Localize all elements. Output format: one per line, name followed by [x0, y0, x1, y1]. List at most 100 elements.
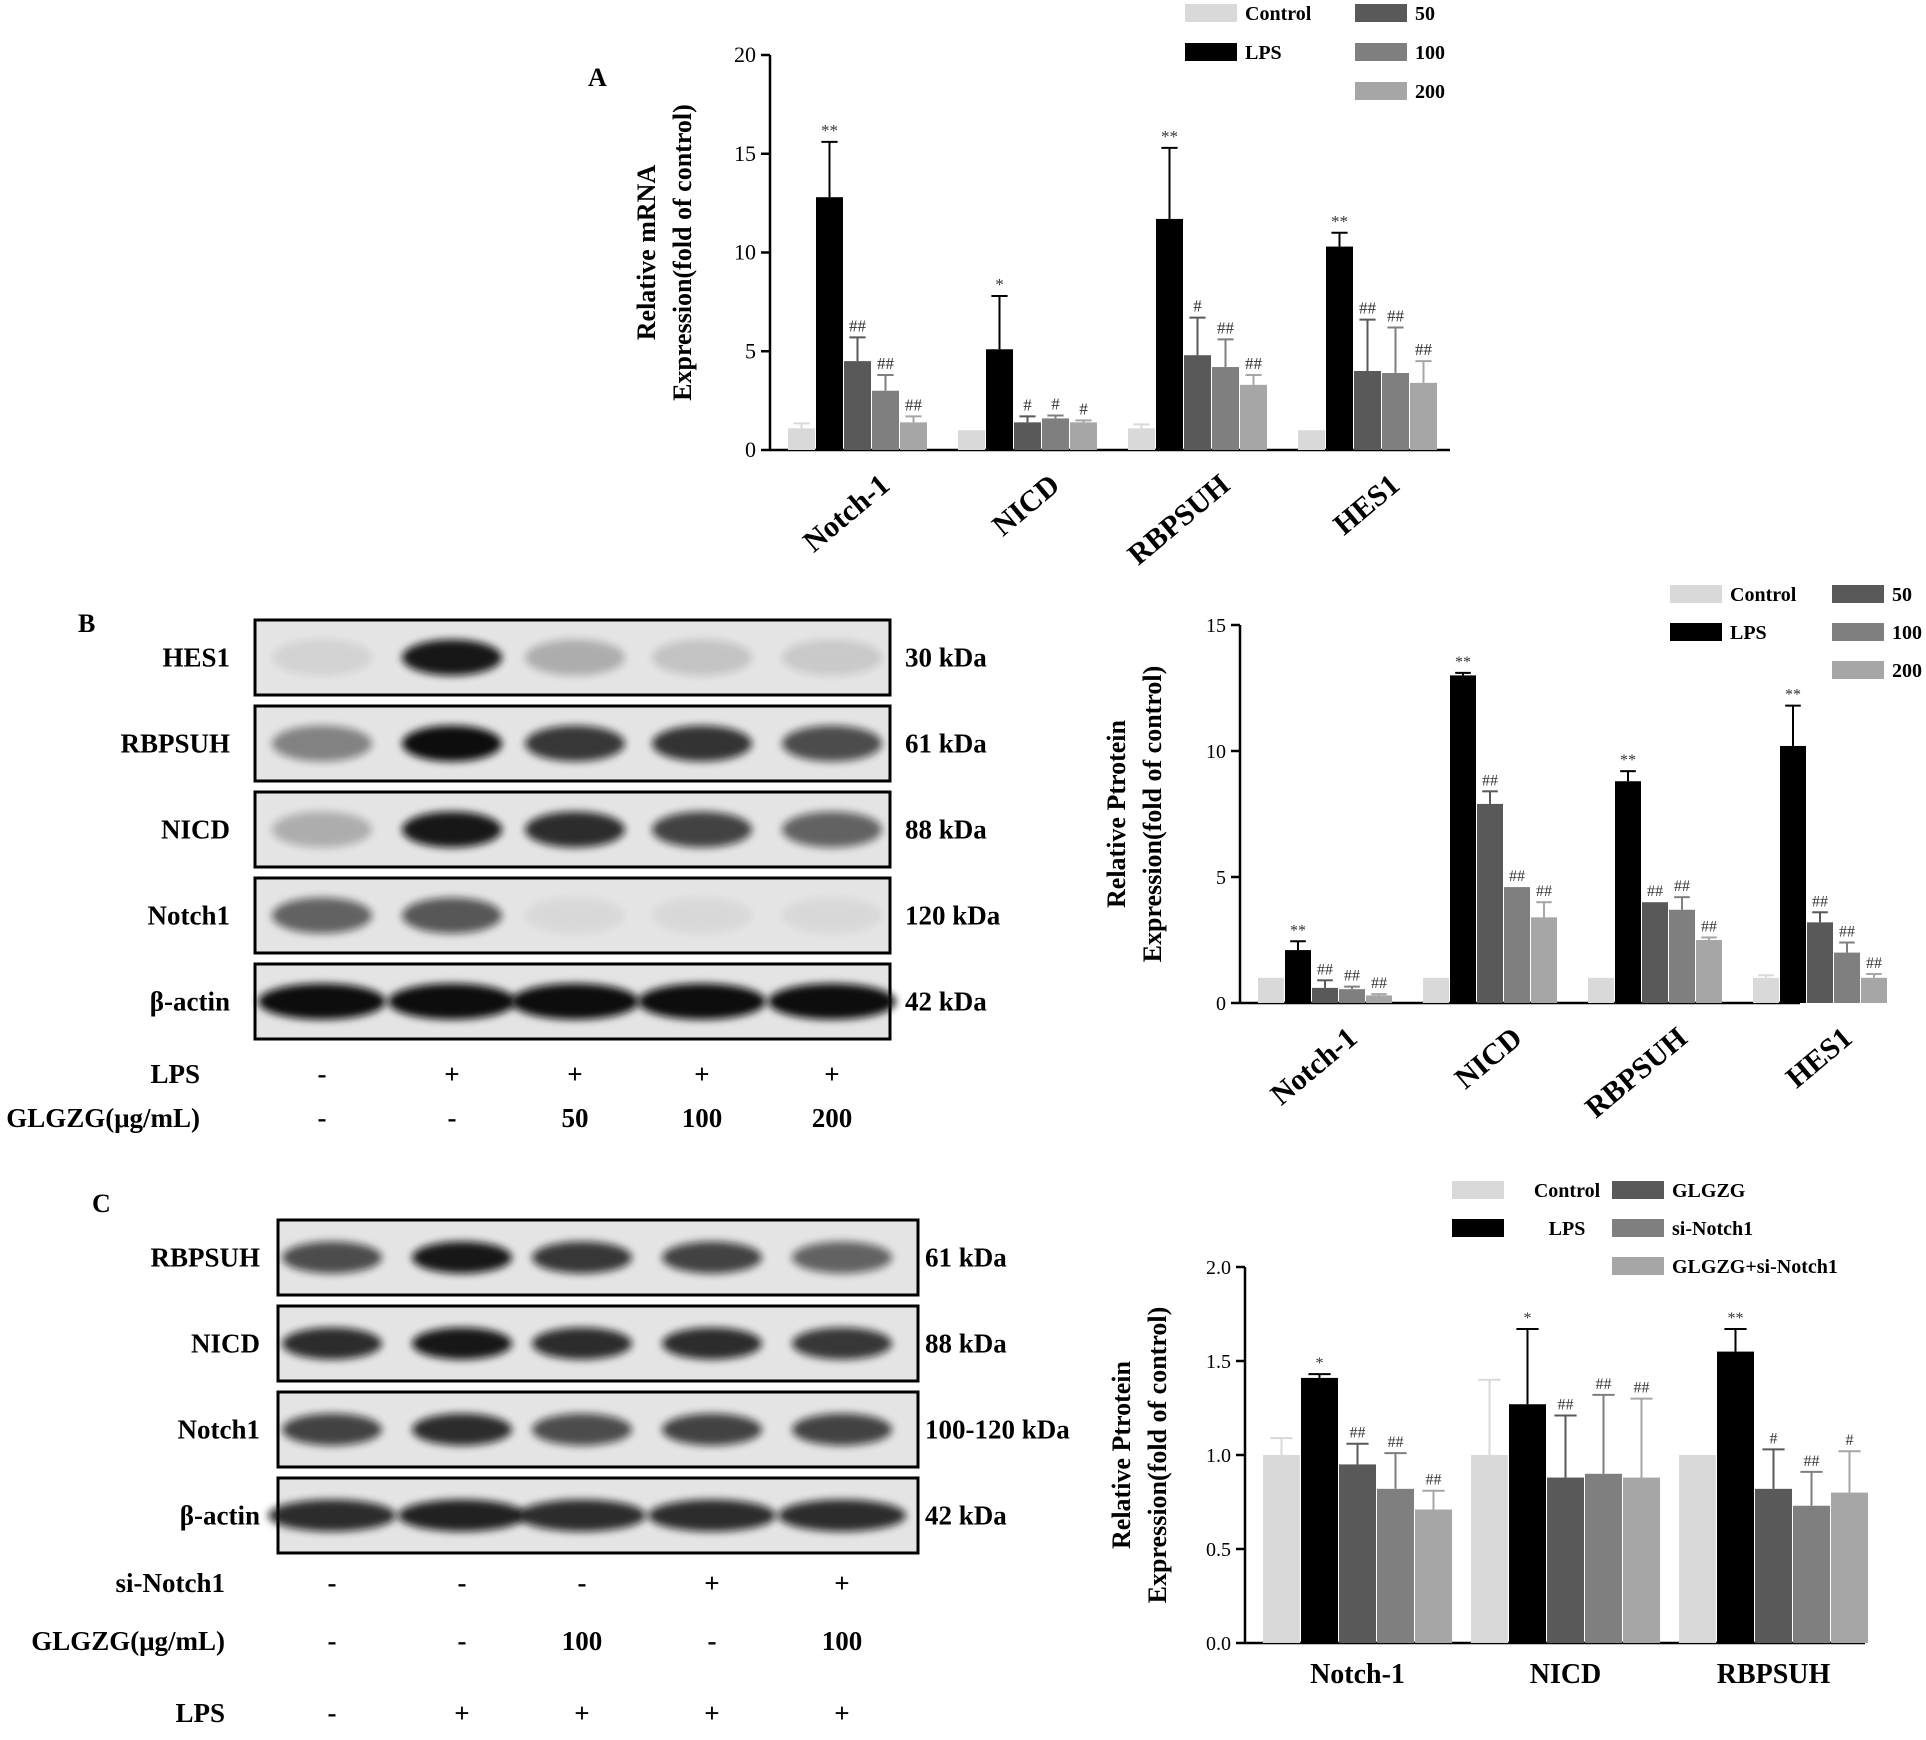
treatment-label: LPS [150, 1059, 200, 1089]
significance-mark: ## [1558, 1397, 1574, 1414]
category-label: NICD [1530, 1659, 1602, 1690]
legend-swatch [1832, 585, 1884, 603]
protein-band [792, 1241, 892, 1274]
y-tick-label: 15 [1206, 615, 1226, 637]
protein-band [518, 1499, 646, 1532]
treatment-value: - [448, 1103, 457, 1133]
significance-mark: # [1079, 399, 1088, 418]
protein-band [402, 897, 502, 934]
bar-nicd-control [1423, 977, 1449, 1003]
legend-label: GLGZG [1672, 1180, 1746, 1202]
bar-rbpsuh-lps [1717, 1351, 1754, 1643]
protein-band [282, 1327, 382, 1360]
y-axis-label-line1: Relative mRNA [632, 165, 661, 341]
y-tick-label: 20 [734, 42, 756, 67]
protein-band [398, 1499, 526, 1532]
treatment-value: - [318, 1103, 327, 1133]
category-label: Notch-1 [797, 468, 896, 559]
molecular-weight-label: 42 kDa [905, 987, 987, 1017]
treatment-value: - [318, 1059, 327, 1089]
protein-band [532, 1413, 632, 1446]
significance-mark: ## [1344, 968, 1360, 985]
blot-row--actin: β-actin 42 kDa [150, 962, 987, 1041]
treatment-value: 100 [822, 1626, 863, 1656]
molecular-weight-label: 61 kDa [925, 1243, 1007, 1273]
significance-mark: ** [1785, 687, 1801, 704]
legend-label: 100 [1415, 42, 1445, 64]
significance-mark: ## [1634, 1380, 1650, 1397]
bar-rbpsuh-200 [1696, 940, 1722, 1003]
protein-band [662, 1241, 762, 1274]
significance-mark: ## [1482, 772, 1498, 789]
bar-hes1-control [1753, 977, 1779, 1003]
category-label: Notch-1 [1310, 1659, 1405, 1690]
legend-swatch [1355, 43, 1407, 61]
treatment-label: GLGZG(μg/mL) [6, 1103, 200, 1133]
y-axis-label: Relative mRNA Expression(fold of control) [632, 104, 697, 401]
y-tick-label: 1.0 [1206, 1445, 1231, 1467]
blot-row-label: HES1 [162, 643, 230, 673]
treatment-label: GLGZG(μg/mL) [31, 1626, 225, 1656]
treatment-value: - [328, 1698, 337, 1728]
significance-mark: ## [1217, 318, 1235, 337]
bar-hes1-100 [1382, 372, 1409, 450]
protein-band [778, 1499, 906, 1532]
significance-mark: ## [1388, 1434, 1404, 1451]
legend-swatch [1612, 1257, 1664, 1275]
bar-nicd-control [958, 430, 985, 450]
significance-mark: ## [1804, 1453, 1820, 1470]
significance-mark: ## [1509, 868, 1525, 885]
protein-band [388, 983, 516, 1020]
significance-mark: * [1316, 1355, 1324, 1372]
treatment-value: + [567, 1059, 582, 1089]
bar-notch-1-glgzg [1339, 1464, 1376, 1643]
western-blot-c: RBPSUH 61 kDa NICD 88 kDa Notch1 100-120 kDa β… [31, 1218, 1070, 1728]
y-axis-label-line2: Expression(fold of control) [668, 104, 697, 401]
significance-mark: ## [877, 354, 895, 373]
bar-nicd-100 [1504, 887, 1530, 1003]
significance-mark: ** [1331, 212, 1348, 231]
bar-notch-1-200 [900, 422, 927, 450]
bar-notch-1-si-notch1 [1377, 1488, 1414, 1643]
protein-band [792, 1413, 892, 1446]
significance-mark: ## [1701, 918, 1717, 935]
legend-label: si-Notch1 [1672, 1218, 1753, 1240]
bar-nicd-50 [1014, 422, 1041, 450]
bar-nicd-lps [1450, 675, 1476, 1003]
bar-rbpsuh-control [1588, 977, 1614, 1003]
protein-band [652, 639, 752, 676]
y-tick-label: 10 [1206, 741, 1226, 763]
blot-row-nicd: NICD 88 kDa [161, 790, 987, 869]
treatment-value: 100 [682, 1103, 723, 1133]
legend-swatch [1612, 1181, 1664, 1199]
bar-nicd-glgzg-si-notch1 [1623, 1477, 1660, 1643]
significance-mark: ## [1536, 883, 1552, 900]
legend-swatch [1452, 1219, 1504, 1237]
blot-row-label: NICD [161, 815, 230, 845]
protein-band [412, 1327, 512, 1360]
bar-notch-1-100 [872, 390, 899, 450]
chart-b: 0 5 10 15 Relative Ptrotein Expression(fold o… [1102, 584, 1922, 1125]
blot-row-notch1: Notch1 100-120 kDa [178, 1390, 1070, 1469]
legend-label: 200 [1415, 81, 1445, 103]
protein-band [782, 897, 882, 934]
significance-mark: # [1770, 1430, 1778, 1447]
significance-mark: ** [1728, 1310, 1744, 1327]
legend-swatch [1670, 623, 1722, 641]
bar-rbpsuh-glgzg [1755, 1488, 1792, 1643]
protein-band [412, 1241, 512, 1274]
y-axis-label: Relative Ptrotein Expression(fold of cont… [1102, 666, 1167, 963]
legend-swatch [1185, 4, 1237, 22]
significance-mark: ## [1812, 893, 1828, 910]
protein-band [782, 725, 882, 762]
legend-swatch [1355, 4, 1407, 22]
y-axis-label-line2: Expression(fold of control) [1138, 666, 1167, 963]
bar-nicd-glgzg [1547, 1477, 1584, 1643]
chart-c: 0.0 0.5 1.0 1.5 2.0 Relative Ptrotein Expressi… [1107, 1180, 1868, 1690]
significance-mark: # [1023, 395, 1032, 414]
bar-notch-1-100 [1339, 989, 1365, 1003]
panel-label-a: A [588, 63, 607, 92]
bar-notch-1-control [788, 428, 815, 450]
